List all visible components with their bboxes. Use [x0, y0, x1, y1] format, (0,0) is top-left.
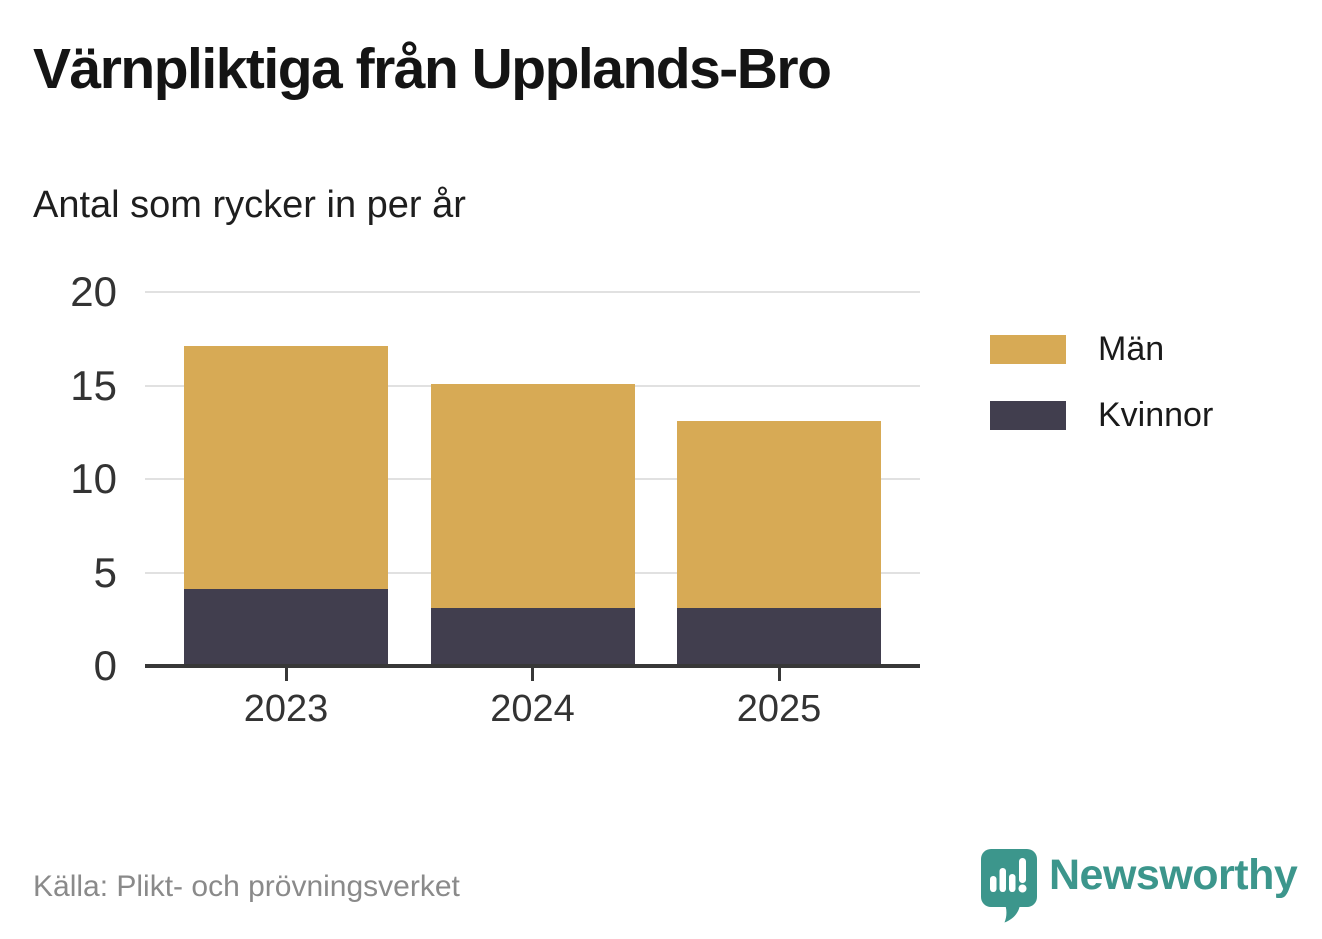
legend-label: Män — [1098, 330, 1165, 368]
bar-segment-2024-kvinnor — [430, 607, 635, 664]
chart-title: Värnpliktiga från Upplands-Bro — [33, 37, 832, 101]
bar-segment-2023-kvinnor — [184, 589, 388, 664]
x-axis-tick-2025 — [777, 668, 781, 681]
x-axis-tick-2024 — [531, 668, 534, 681]
y-axis-tick-label: 0 — [93, 642, 117, 689]
x-axis-tick-label: 2025 — [736, 688, 822, 730]
legend-swatch-kvinnor — [990, 401, 1066, 430]
y-axis-tick-label: 5 — [93, 548, 117, 596]
speech-bubble-bar-chart-exclamation-icon — [981, 849, 1037, 923]
x-axis-line — [145, 664, 920, 668]
chart-subtitle: Antal som rycker in per år — [33, 184, 466, 226]
gridline-y-20 — [145, 291, 920, 293]
y-axis-tick-label: 15 — [70, 361, 117, 409]
y-axis-tick-label: 20 — [70, 268, 117, 315]
x-axis-tick-2023 — [284, 668, 288, 681]
legend-item-män: Män — [990, 330, 1213, 369]
bar-segment-2025-män — [677, 420, 881, 608]
bar-segment-2024-män — [430, 383, 635, 608]
legend-swatch-män — [990, 335, 1066, 364]
x-axis-tick-label: 2024 — [490, 688, 575, 730]
y-axis-tick-label: 10 — [70, 455, 117, 502]
bar-chart-plot-area: 0 5 10 15 20 2023 2024 2025 — [70, 270, 920, 730]
bar-segment-2025-kvinnor — [677, 607, 881, 664]
bar-segment-2023-män — [184, 346, 388, 590]
x-axis-tick-label: 2023 — [243, 688, 329, 730]
source-note: Källa: Plikt- och prövningsverket — [33, 870, 460, 903]
chart-legend: Män Kvinnor — [990, 330, 1213, 462]
brand-name: Newsworthy — [1049, 851, 1298, 899]
legend-label: Kvinnor — [1098, 396, 1214, 434]
newsworthy-logo: Newsworthy — [981, 849, 1298, 923]
legend-item-kvinnor: Kvinnor — [990, 396, 1213, 435]
